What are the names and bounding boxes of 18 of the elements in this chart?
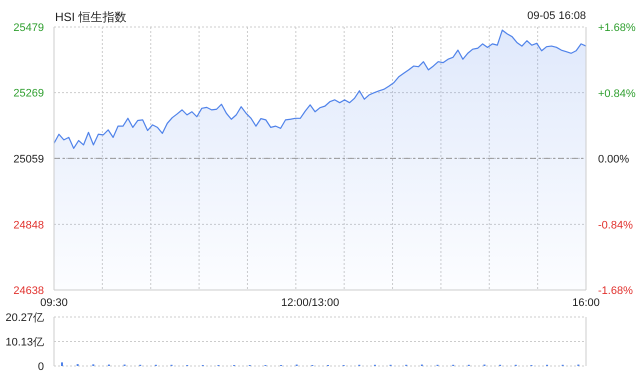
y-tick-label: 25479 [13, 22, 44, 34]
y2-tick-label: -1.68% [598, 285, 634, 297]
y2-tick-label: +0.84% [598, 88, 636, 100]
x-tick-label: 16:00 [572, 296, 600, 309]
y2-tick-label: +1.68% [598, 22, 636, 34]
x-tick-label: 09:30 [40, 296, 68, 309]
y-tick-label: 20.27亿 [5, 312, 44, 324]
y-tick-label: 25269 [13, 88, 44, 100]
y-tick-label: 25059 [13, 153, 44, 166]
chart-title: HSI 恒生指数 [55, 9, 126, 26]
text: 09-05 16:08 [527, 10, 586, 22]
y-tick-label: 10.13亿 [5, 336, 44, 349]
y-tick-label: 0 [38, 361, 44, 373]
x-tick-label: 12:00/13:00 [281, 296, 340, 309]
y-tick-label: 24638 [13, 285, 44, 297]
y2-tick-label: 0.00% [598, 154, 630, 166]
y2-tick-label: -0.84% [598, 219, 634, 232]
y-tick-label: 24848 [13, 219, 44, 232]
